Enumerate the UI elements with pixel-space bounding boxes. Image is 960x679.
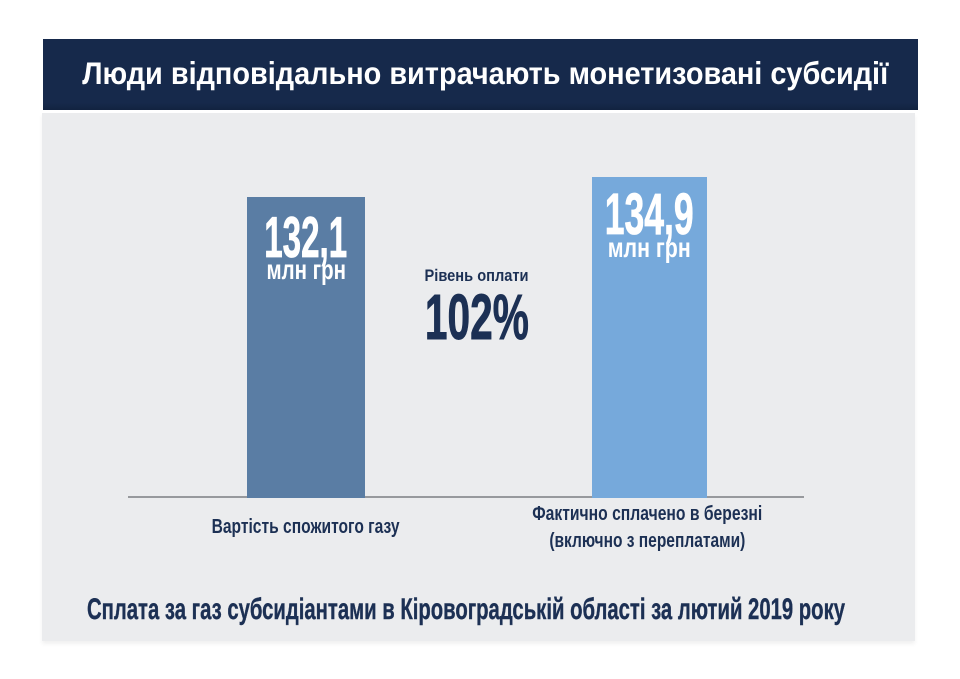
bar-paid-march-value-text: 134,9 (605, 182, 694, 247)
bar-consumed-gas-unit: млн грн (247, 256, 365, 284)
bar-paid-march-unit: млн грн (592, 231, 707, 263)
axis-label-paid-march-line2: (включно з переплатами) (497, 528, 797, 552)
payment-level-value: 102% (327, 281, 627, 354)
header-bar: Люди відповідально витрачають монетизова… (43, 39, 918, 110)
page-title-text: Люди відповідально витрачають монетизова… (82, 55, 889, 91)
chart-caption: Сплата за газ субсидіантами в Кіровоград… (86, 593, 947, 627)
payment-level-label-text: Рівень оплати (424, 266, 529, 285)
bar-paid-march[interactable]: 134,9 млн грн (592, 177, 707, 498)
axis-label-paid-march-line1-text: Фактично сплачено в березні (532, 502, 763, 525)
bar-consumed-gas[interactable]: 132,1 млн грн (247, 197, 365, 498)
axis-label-consumed-gas-text: Вартість спожитого газу (211, 515, 400, 539)
payment-level-value-text: 102% (424, 281, 529, 354)
bar-paid-march-value: 134,9 (592, 182, 707, 247)
page-title: Люди відповідально витрачають монетизова… (48, 55, 923, 91)
axis-label-paid-march-line2-text: (включно з переплатами) (549, 528, 745, 552)
bar-consumed-gas-value-text: 132,1 (264, 205, 348, 270)
x-axis-line (128, 496, 804, 498)
chart-caption-text: Сплата за газ субсидіантами в Кіровоград… (86, 593, 845, 627)
chart-panel (42, 113, 915, 641)
payment-level-label: Рівень оплати (327, 266, 627, 285)
bar-consumed-gas-unit-text: млн грн (266, 254, 346, 286)
bar-consumed-gas-value: 132,1 (247, 205, 365, 270)
axis-label-paid-march-line1: Фактично сплачено в березні (497, 502, 797, 525)
axis-label-consumed-gas: Вартість спожитого газу (156, 517, 456, 538)
bar-paid-march-unit-text: млн грн (607, 231, 691, 263)
